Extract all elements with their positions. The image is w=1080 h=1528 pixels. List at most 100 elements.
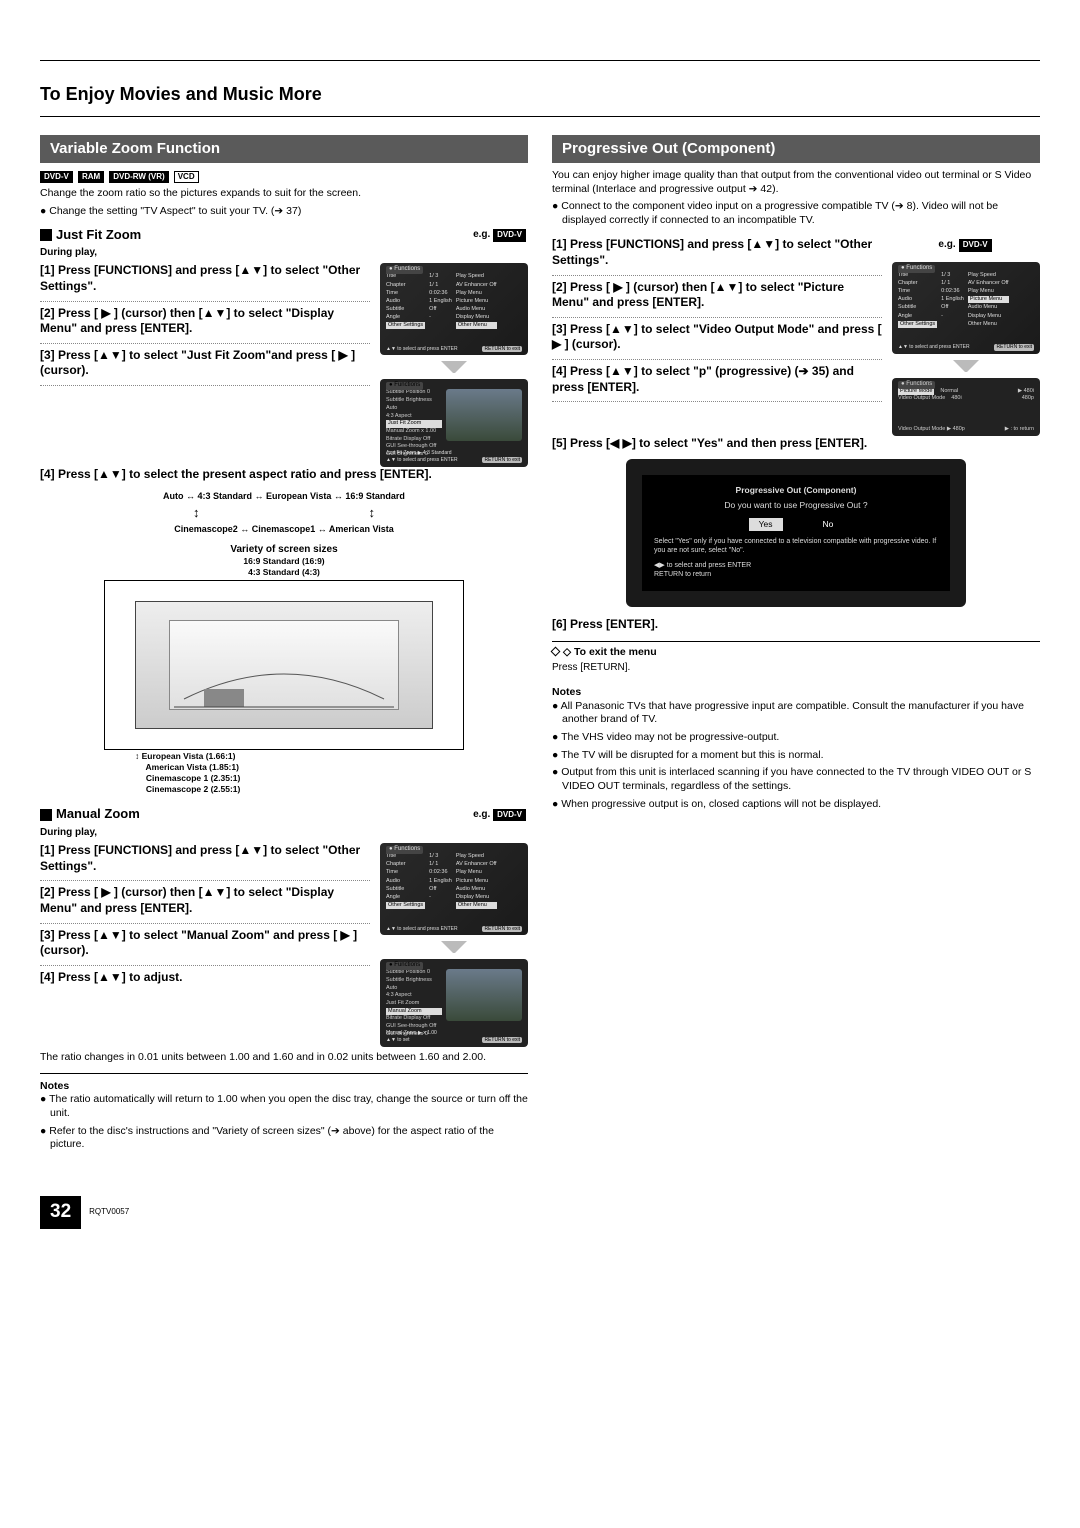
top-rule <box>40 60 1040 61</box>
jfz-step4: [4] Press [▲▼] to select the present asp… <box>40 467 528 483</box>
mz-during: During play, <box>40 826 528 839</box>
aspect-ratio-flow: Auto ↔ 4:3 Standard ↔ European Vista ↔ 1… <box>40 491 528 535</box>
divider <box>40 965 370 966</box>
left-note-1: ● The ratio automatically will return to… <box>40 1093 528 1120</box>
vs-inner-frame <box>135 601 433 729</box>
jfz-body: [1] Press [FUNCTIONS] and press [▲▼] to … <box>40 263 528 467</box>
mz-body: [1] Press [FUNCTIONS] and press [▲▼] to … <box>40 843 528 1047</box>
product-code: RQTV0057 <box>89 1207 129 1217</box>
title-rule <box>40 116 1040 117</box>
mz-step4: [4] Press [▲▼] to adjust. <box>40 970 370 986</box>
jfz-step3: [3] Press [▲▼] to select "Just Fit Zoom"… <box>40 348 370 379</box>
preview-image <box>446 969 522 1021</box>
variety-diagram-wrap: 16:9 Standard (16:9) 4:3 Standard (4:3) … <box>104 580 464 750</box>
left-notes-head: Notes <box>40 1080 528 1094</box>
badge-eg-dvdv: DVD-V <box>959 239 992 251</box>
mz-figures: ● Functions Title Chapter Time Audio Sub… <box>380 843 528 1047</box>
prog-eg: e.g. <box>938 239 955 250</box>
vs-top-labels: 16:9 Standard (16:9) 4:3 Standard (4:3) <box>104 556 464 578</box>
square-icon <box>40 809 52 821</box>
dialog-note: Select "Yes" only if you have connected … <box>654 537 938 555</box>
dialog-yes-button[interactable]: Yes <box>749 518 783 531</box>
variety-diagram: ↕ European Vista (1.66:1) American Vista… <box>104 580 464 750</box>
right-note-1: ● All Panasonic TVs that have progressiv… <box>552 700 1040 727</box>
variety-title: Variety of screen sizes <box>40 543 528 556</box>
page-footer: 32 RQTV0057 <box>40 1196 1040 1229</box>
down-arrow-icon <box>441 361 467 373</box>
dialog-no-button[interactable]: No <box>813 518 844 531</box>
badge-vcd: VCD <box>174 171 199 183</box>
dialog-foot2: RETURN to return <box>654 570 938 579</box>
prog-step4: [4] Press [▲▼] to select "p" (progressiv… <box>552 364 882 395</box>
page-title: To Enjoy Movies and Music More <box>40 83 1040 106</box>
right-note-2: ● The VHS video may not be progressive-o… <box>552 731 1040 745</box>
dialog-foot1: ◀▶ to select and press ENTER <box>654 561 938 570</box>
jfz-steps: [1] Press [FUNCTIONS] and press [▲▼] to … <box>40 263 370 467</box>
left-column: Variable Zoom Function DVD-V RAM DVD-RW … <box>40 135 528 1156</box>
exit-body: Press [RETURN]. <box>552 661 1040 674</box>
preview-image <box>446 389 522 441</box>
hr <box>552 641 1040 642</box>
flow-line1: Auto ↔ 4:3 Standard ↔ European Vista ↔ 1… <box>40 491 528 503</box>
dialog-question: Do you want to use Progressive Out ? <box>654 500 938 511</box>
divider <box>552 275 882 276</box>
left-note-2: ● Refer to the disc's instructions and "… <box>40 1125 528 1152</box>
badge-eg-dvdv: DVD-V <box>493 229 526 241</box>
flow-line2: Cinemascope2 ↔ Cinemascope1 ↔ American V… <box>40 524 528 536</box>
divider <box>40 923 370 924</box>
mz-head: Manual Zoom e.g. DVD-V <box>40 806 528 823</box>
down-arrow-icon <box>953 360 979 372</box>
functions-screenshot-1: ● Functions Title Chapter Time Audio Sub… <box>380 263 528 355</box>
prog-body: [1] Press [FUNCTIONS] and press [▲▼] to … <box>552 237 1040 435</box>
hr <box>40 1073 528 1074</box>
right-notes-head: Notes <box>552 686 1040 700</box>
mz-step3: [3] Press [▲▼] to select "Manual Zoom" a… <box>40 928 370 959</box>
vs-bottom-labels: ↕ European Vista (1.66:1) American Vista… <box>135 751 240 795</box>
jfz-head-text: Just Fit Zoom <box>56 227 141 244</box>
exit-head: ◇ To exit the menu <box>552 646 1040 660</box>
mz-steps: [1] Press [FUNCTIONS] and press [▲▼] to … <box>40 843 370 1047</box>
mz-step1: [1] Press [FUNCTIONS] and press [▲▼] to … <box>40 843 370 874</box>
dialog-title: Progressive Out (Component) <box>654 485 938 496</box>
prog-step1: [1] Press [FUNCTIONS] and press [▲▼] to … <box>552 237 882 268</box>
fig-header: ● Functions <box>386 266 423 274</box>
prog-step3: [3] Press [▲▼] to select "Video Output M… <box>552 322 882 353</box>
divider <box>552 317 882 318</box>
progressive-dialog: Progressive Out (Component) Do you want … <box>626 459 966 607</box>
prog-step5: [5] Press [◀ ▶] to select "Yes" and then… <box>552 436 1040 452</box>
divider <box>40 301 370 302</box>
jfz-step2: [2] Press [ ▶ ] (cursor) then [▲▼] to se… <box>40 306 370 337</box>
right-note-5: ● When progressive output is on, closed … <box>552 798 1040 812</box>
functions-screenshot-3: ● Functions Title Chapter Time Audio Sub… <box>892 262 1040 354</box>
right-column: Progressive Out (Component) You can enjo… <box>552 135 1040 1156</box>
video-output-screenshot: ● Functions Picture Mode Normal ▶ 480i V… <box>892 378 1040 436</box>
fig-rows: Title Chapter Time Audio Subtitle Angle … <box>386 273 522 329</box>
divider <box>40 880 370 881</box>
square-icon <box>40 229 52 241</box>
down-arrow-icon <box>441 941 467 953</box>
page-number: 32 <box>40 1196 81 1229</box>
mz-head-text: Manual Zoom <box>56 806 140 823</box>
prog-intro-bullet: ● Connect to the component video input o… <box>552 200 1040 227</box>
prog-intro: You can enjoy higher image quality than … <box>552 169 1040 196</box>
diamond-icon <box>551 647 561 657</box>
prog-step6: [6] Press [ENTER]. <box>552 617 1040 633</box>
fig-menu: Subtitle Position 0 Subtitle Brightness … <box>386 389 442 458</box>
divider <box>40 343 370 344</box>
display-menu-screenshot: ● Functions Subtitle Position 0 Subtitle… <box>380 379 528 467</box>
jfz-step1: [1] Press [FUNCTIONS] and press [▲▼] to … <box>40 263 370 294</box>
fig-header: ● Functions <box>386 382 423 390</box>
bridge-icon <box>174 639 394 709</box>
zoom-intro: Change the zoom ratio so the pictures ex… <box>40 187 528 201</box>
prog-steps: [1] Press [FUNCTIONS] and press [▲▼] to … <box>552 237 882 435</box>
disc-badges: DVD-V RAM DVD-RW (VR) VCD <box>40 169 528 183</box>
right-note-3: ● The TV will be disrupted for a moment … <box>552 749 1040 763</box>
prog-figures: e.g. DVD-V ● Functions Title Chapter Tim… <box>892 237 1040 435</box>
flow-updown-icon: ↕ ↕ <box>40 505 528 522</box>
divider <box>552 359 882 360</box>
mz-step2: [2] Press [ ▶ ] (cursor) then [▲▼] to se… <box>40 885 370 916</box>
vs-illustration <box>169 620 399 710</box>
badge-eg-dvdv: DVD-V <box>493 809 526 821</box>
manual-zoom-screenshot: ● Functions Subtitle Position 0 Subtitle… <box>380 959 528 1047</box>
section-bar-zoom: Variable Zoom Function <box>40 135 528 163</box>
